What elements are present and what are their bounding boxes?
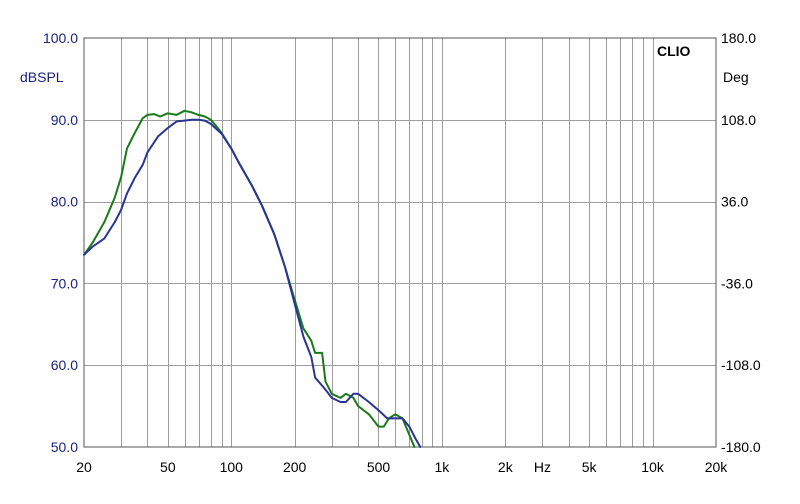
label-layer: CLIO dBSPL Deg 100.0 90.0 80.0 70.0 60.0 50.0… bbox=[20, 30, 761, 475]
y-right-tick-label: 108.0 bbox=[721, 112, 756, 128]
x-tick-label: 100 bbox=[220, 459, 244, 475]
series-line-1 bbox=[83, 109, 416, 448]
y-left-tick-label: 70.0 bbox=[51, 275, 78, 291]
brand-label: CLIO bbox=[657, 43, 691, 59]
y-left-tick-label: 80.0 bbox=[51, 194, 78, 210]
x-tick-label: 20k bbox=[705, 459, 729, 475]
y-right-tick-label: -108.0 bbox=[721, 357, 761, 373]
y-right-tick-label: 180.0 bbox=[721, 30, 756, 46]
series-layer bbox=[83, 109, 422, 448]
y-right-tick-label: 36.0 bbox=[721, 194, 748, 210]
y-left-tick-label: 100.0 bbox=[43, 30, 78, 46]
series-line-2 bbox=[83, 118, 422, 448]
y-left-tick-label: 60.0 bbox=[51, 357, 78, 373]
y-left-axis-label: dBSPL bbox=[20, 69, 64, 85]
y-left-tick-label: 50.0 bbox=[51, 439, 78, 455]
x-tick-label: 50 bbox=[160, 459, 176, 475]
y-left-tick-label: 90.0 bbox=[51, 112, 78, 128]
x-tick-label: Hz bbox=[534, 459, 551, 475]
grid-layer bbox=[84, 38, 716, 447]
x-tick-label: 20 bbox=[76, 459, 92, 475]
x-tick-label: 2k bbox=[498, 459, 514, 475]
x-tick-label: 200 bbox=[283, 459, 307, 475]
plot-frame bbox=[83, 37, 717, 448]
x-tick-label: 1k bbox=[435, 459, 451, 475]
y-right-tick-label: -36.0 bbox=[721, 275, 753, 291]
x-tick-label: 500 bbox=[367, 459, 391, 475]
x-tick-label: 5k bbox=[582, 459, 598, 475]
y-right-axis-label: Deg bbox=[723, 69, 749, 85]
x-tick-label: 10k bbox=[641, 459, 665, 475]
y-right-tick-label: -180.0 bbox=[721, 439, 761, 455]
